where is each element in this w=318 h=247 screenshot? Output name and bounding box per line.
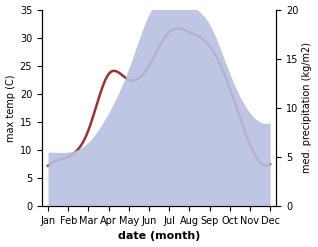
Y-axis label: med. precipitation (kg/m2): med. precipitation (kg/m2) xyxy=(302,42,313,173)
X-axis label: date (month): date (month) xyxy=(118,231,200,242)
Y-axis label: max temp (C): max temp (C) xyxy=(5,74,16,142)
